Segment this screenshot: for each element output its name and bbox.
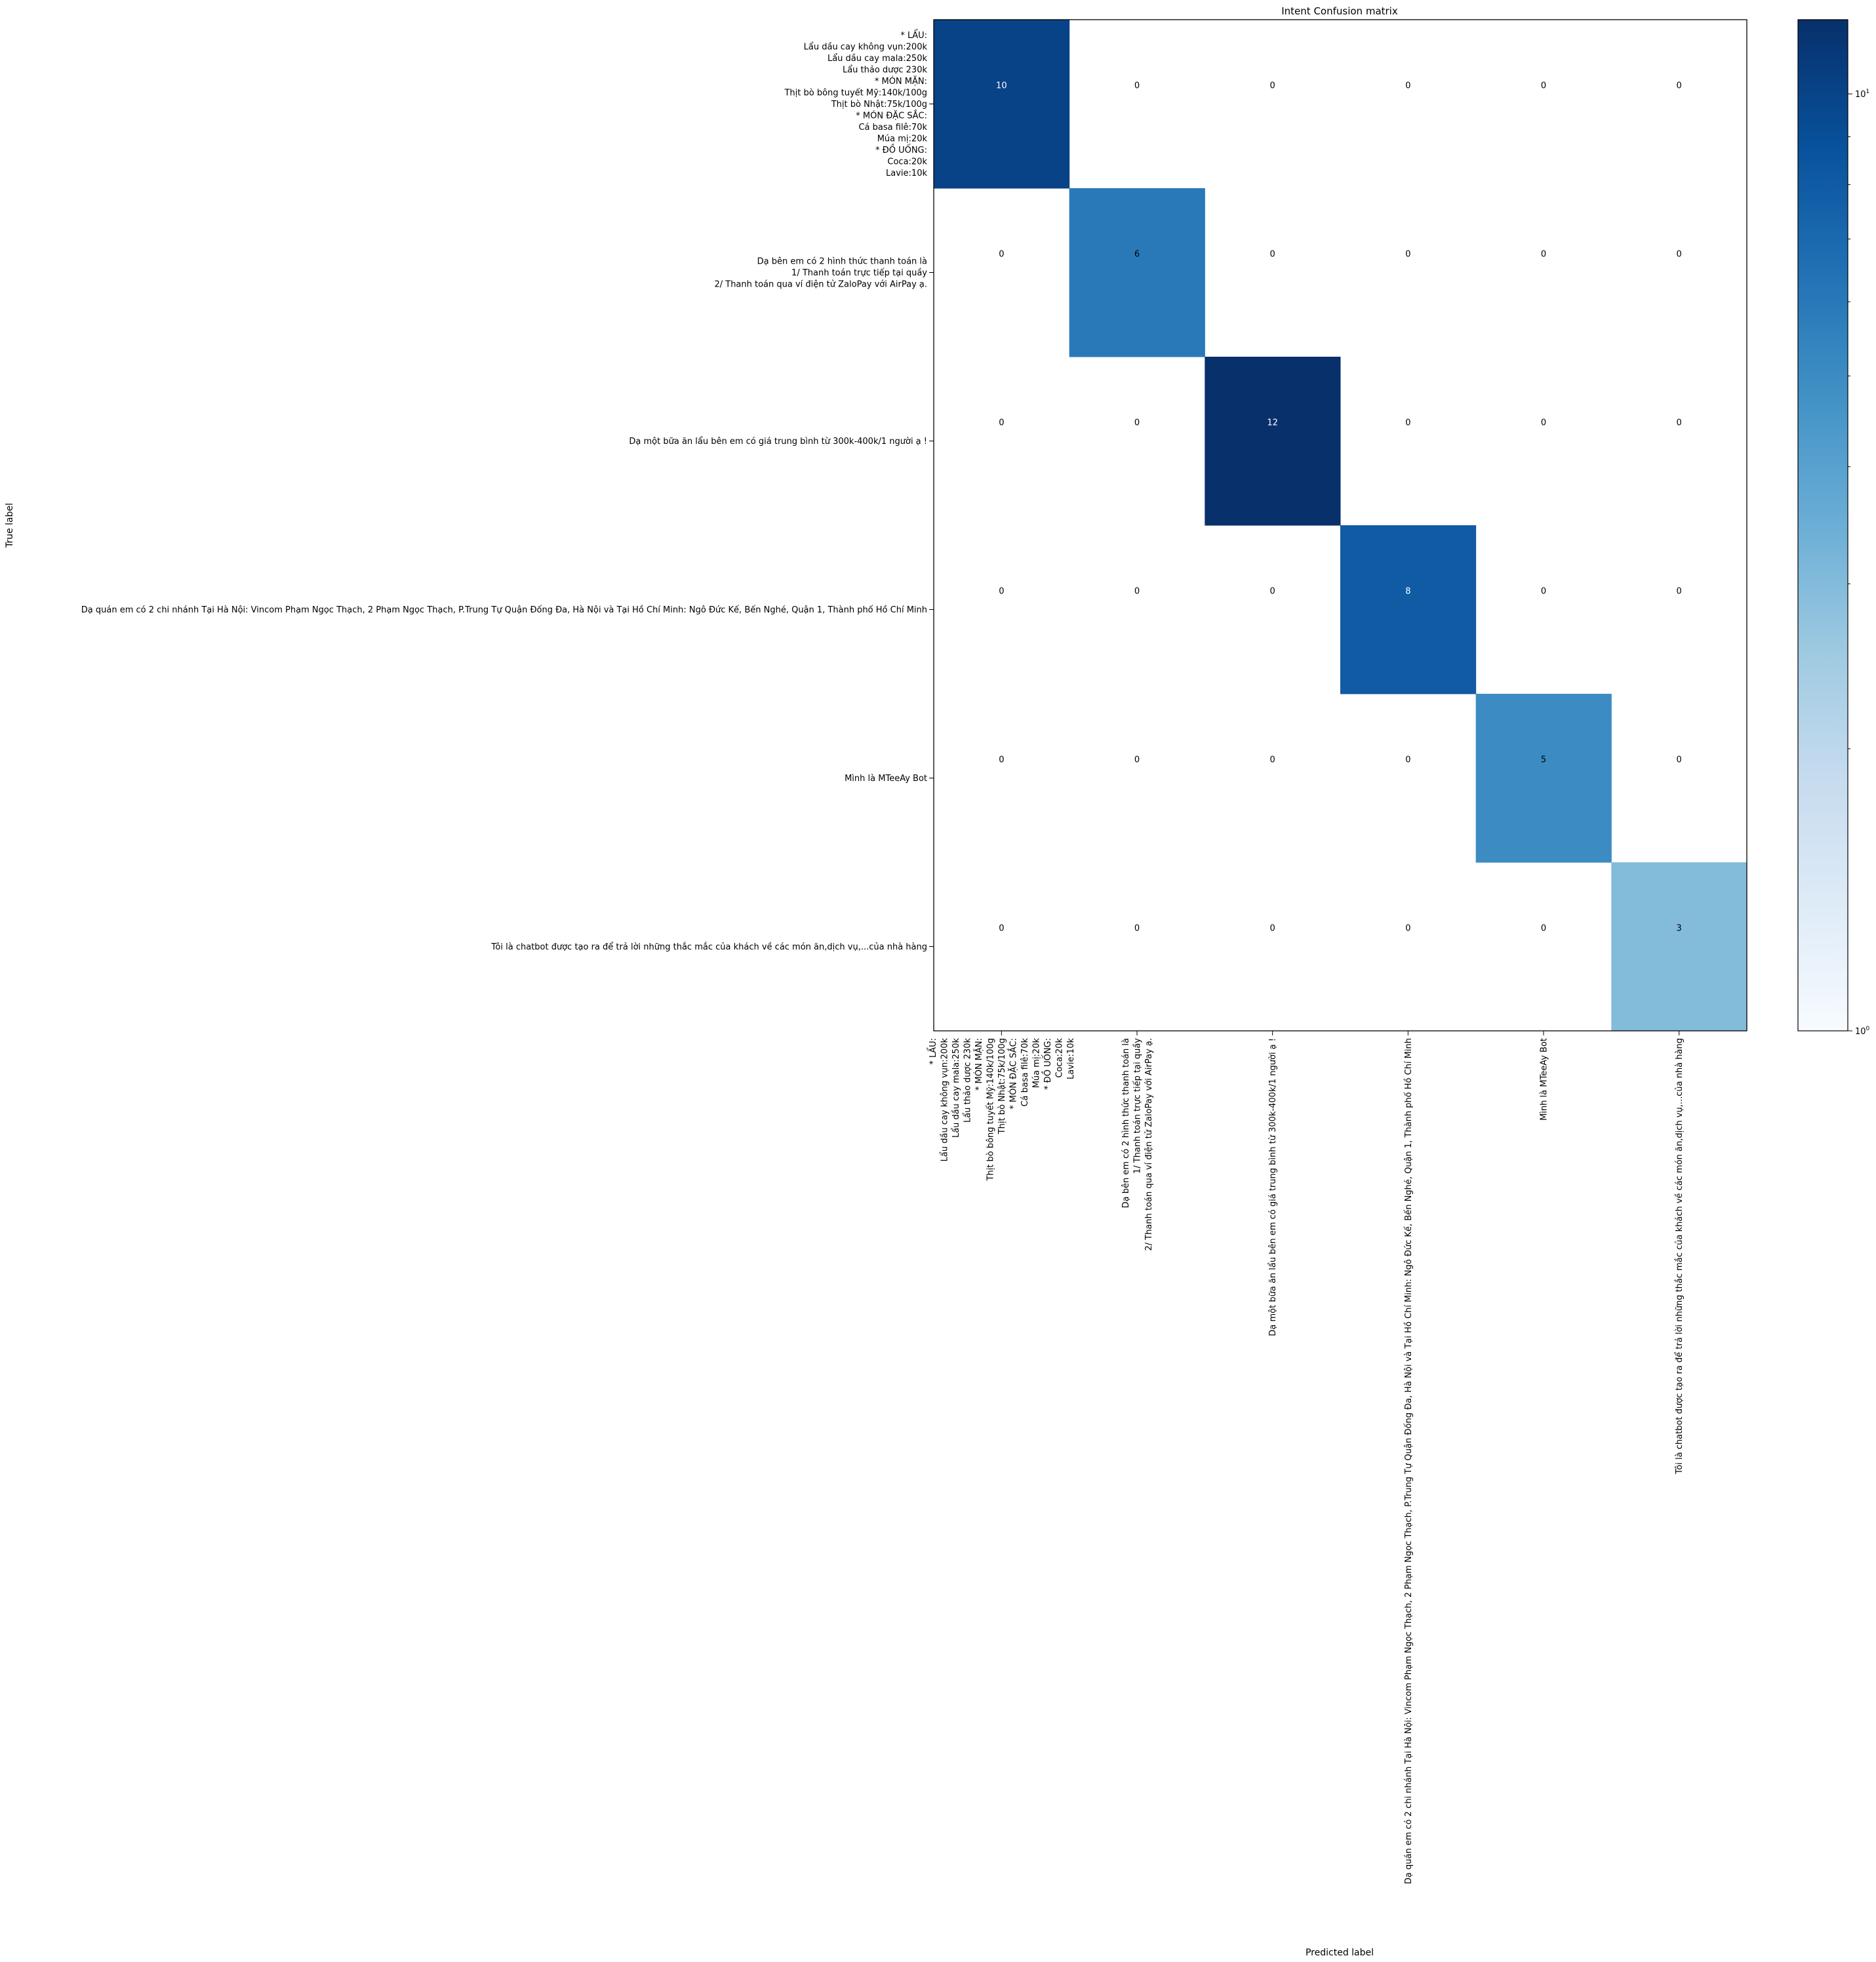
svg-text:Dạ bên em có 2 hình thức thanh: Dạ bên em có 2 hình thức thanh toán là 1/… — [1121, 1038, 1154, 1251]
svg-text:Tôi là chatbot được tạo ra để: Tôi là chatbot được tạo ra để trả lời nh… — [1675, 1038, 1685, 1475]
plot-frame — [933, 19, 1747, 1031]
colorbar-tick-label: 100 — [1855, 1026, 1870, 1037]
cell-value-label: 0 — [1405, 755, 1410, 765]
x-tick-label: Tôi là chatbot được tạo ra để trả lời nh… — [1675, 1038, 1685, 1475]
colorbar-tick-label: 101 — [1855, 89, 1869, 100]
cell-value-label: 0 — [1134, 418, 1140, 428]
cell-value-label: 0 — [1405, 418, 1410, 428]
y-tick-label: Dạ quán em có 2 chi nhánh Tại Hà Nội: Vi… — [81, 605, 927, 615]
cell-value-label: 0 — [1677, 587, 1682, 597]
y-axis-ticks: * LẨU: Lẩu dầu cay không vụn:200k Lẩu dầu … — [81, 30, 934, 952]
x-tick-label: Mình là MTeeAy Bot — [1540, 1038, 1549, 1121]
x-tick-label: Dạ bên em có 2 hình thức thanh toán là 1/… — [1121, 1038, 1154, 1251]
x-tick-label: Dạ quán em có 2 chi nhánh Tại Hà Nội: Vi… — [1404, 1038, 1414, 1884]
cell-value-label: 0 — [999, 755, 1004, 765]
y-axis-label: True label — [5, 503, 15, 548]
y-tick-label: Tôi là chatbot được tạo ra để trả lời nh… — [490, 942, 927, 952]
cell-value-label: 0 — [1677, 81, 1682, 91]
cell-value-label: 0 — [1677, 418, 1682, 428]
y-tick-label: Mình là MTeeAy Bot — [845, 774, 927, 784]
cell-value-label: 0 — [1270, 587, 1275, 597]
cell-value-label: 0 — [1677, 250, 1682, 260]
cell-value-label: 0 — [1134, 755, 1140, 765]
y-tick-label: Dạ bên em có 2 hình thức thanh toán là 1/… — [714, 257, 927, 290]
cell-value-label: 0 — [1270, 250, 1275, 260]
y-tick-label: Dạ một bữa ăn lẩu bên em có giá trung bì… — [629, 437, 927, 447]
cell-value-label: 0 — [1270, 81, 1275, 91]
x-tick-label: * LẨU: Lẩu dầu cay không vụn:200k Lẩu dầu … — [927, 1038, 1076, 1182]
heatmap-cell — [1611, 862, 1747, 1031]
cell-value-label: 0 — [1134, 81, 1140, 91]
colorbar-gradient — [1797, 19, 1848, 1031]
heatmap-cell — [1475, 694, 1612, 863]
cell-value-label: 0 — [1134, 587, 1140, 597]
heatmap-cell — [934, 20, 1070, 189]
heatmap-cell — [1205, 357, 1341, 526]
cell-value-label: 0 — [999, 418, 1004, 428]
cell-value-label: 0 — [1677, 755, 1682, 765]
x-axis-label: Predicted label — [1306, 1948, 1374, 1958]
cell-value-labels: 10 0 0 0 0 0 0 6 0 0 0 0 0 0 12 0 0 0 0 0 0 8 0 0 0 0 0 0 5 0 0 0 0 0 0 3 — [996, 81, 1682, 934]
cell-value-label: 0 — [1270, 924, 1275, 934]
cell-value-label: 0 — [999, 924, 1004, 934]
cell-value-label: 0 — [1405, 81, 1410, 91]
cell-value-label: 10 — [996, 81, 1007, 91]
cell-value-label: 0 — [1541, 81, 1546, 91]
cell-value-label: 0 — [1270, 755, 1275, 765]
cell-value-label: 0 — [1541, 587, 1546, 597]
cell-value-label: 0 — [999, 250, 1004, 260]
cell-value-label: 12 — [1267, 418, 1278, 428]
cell-value-label: 0 — [1405, 250, 1410, 260]
cell-value-label: 8 — [1405, 587, 1410, 597]
x-tick-label: Dạ một bữa ăn lẩu bên em có giá trung bì… — [1268, 1038, 1278, 1336]
colorbar: 100 101 — [1797, 19, 1870, 1037]
x-axis-ticks: * LẨU: Lẩu dầu cay không vụn:200k Lẩu dầu … — [927, 1031, 1685, 1884]
cell-value-label: 6 — [1134, 250, 1140, 260]
cell-value-label: 5 — [1541, 755, 1546, 765]
cell-value-label: 0 — [999, 587, 1004, 597]
colorbar-ticks: 100 101 — [1848, 89, 1870, 1037]
svg-text:Dạ một bữa ăn lẩu bên em có gi: Dạ một bữa ăn lẩu bên em có giá trung bì… — [1268, 1038, 1278, 1336]
heatmap-cell — [1069, 188, 1205, 357]
cell-value-label: 3 — [1677, 924, 1682, 934]
heatmap-cell — [1340, 525, 1477, 694]
svg-text:Dạ quán em có 2 chi nhánh Tại: Dạ quán em có 2 chi nhánh Tại Hà Nội: Vi… — [1404, 1038, 1414, 1884]
heatmap-cells — [934, 20, 1747, 1031]
cell-value-label: 0 — [1134, 924, 1140, 934]
cell-value-label: 0 — [1541, 418, 1546, 428]
cell-value-label: 0 — [1541, 924, 1546, 934]
svg-text:* LẨU:Lẩu dầu cay không vụn:20: * LẨU: Lẩu dầu cay không vụn:200k Lẩu dầu … — [927, 1038, 1076, 1182]
cell-value-label: 0 — [1405, 924, 1410, 934]
chart-title: Intent Confusion matrix — [1281, 5, 1398, 17]
svg-text:Mình là MTeeAy Bot: Mình là MTeeAy Bot — [1540, 1038, 1549, 1121]
cell-value-label: 0 — [1541, 250, 1546, 260]
y-tick-label: * LẨU: Lẩu dầu cay không vụn:200k Lẩu dầu … — [784, 30, 927, 178]
